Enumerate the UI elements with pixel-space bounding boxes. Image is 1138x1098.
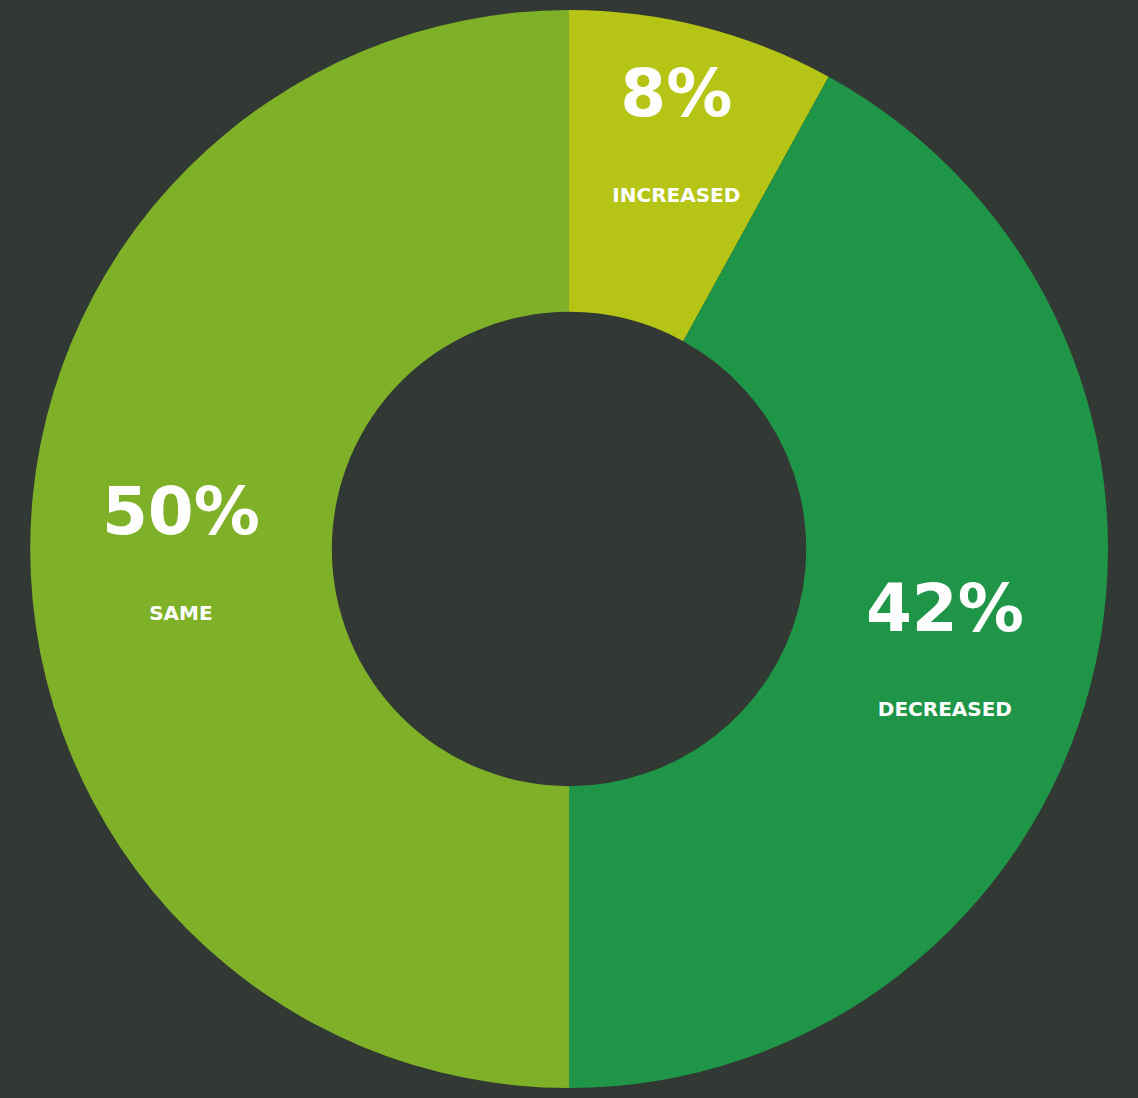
- svg-text:50%SAME: 50%SAME: [102, 473, 260, 625]
- svg-text:42%DECREASED: 42%DECREASED: [866, 570, 1024, 722]
- svg-text:8%INCREASED: 8%INCREASED: [612, 55, 740, 207]
